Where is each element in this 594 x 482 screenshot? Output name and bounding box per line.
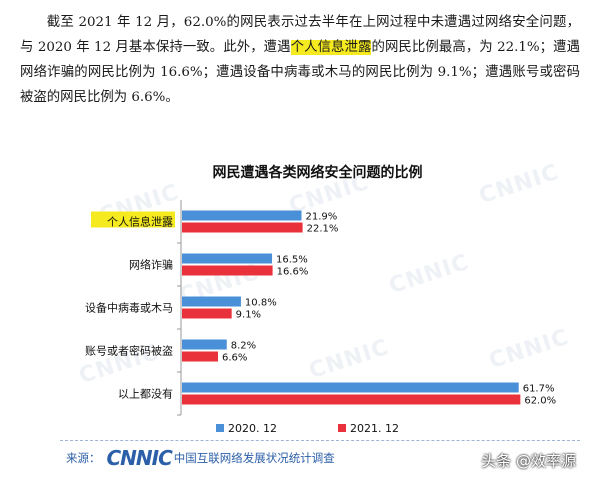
bar-2020 [182,339,227,350]
bar-2021 [182,308,232,319]
bar-2020 [182,296,241,307]
source-line: 来源： CNNIC 中国互联网络发展状况统计调查 [66,446,335,470]
legend-swatch [338,424,346,432]
bar-2020 [182,253,273,264]
category-label: 账号或者密码被盗 [85,344,173,358]
chart-container: CNNIC CNNIC CNNIC CNNIC CNNIC CNNIC CNNI… [58,152,577,450]
data-label: 62.0% [524,396,556,407]
data-label: 9.1% [236,310,261,321]
cnnic-logo: CNNIC [106,446,173,470]
bar-2020 [182,382,519,393]
category-label: 设备中病毒或木马 [85,301,173,315]
category-label: 网络诈骗 [129,258,173,272]
source-label: 来源： [66,451,101,465]
legend-swatch [216,424,224,432]
category-label: 个人信息泄露 [107,215,173,229]
category-label: 以上都没有 [118,387,173,401]
data-label: 8.2% [231,341,256,352]
bar-2021 [182,222,303,233]
legend-label: 2020. 12 [228,422,277,435]
data-label: 22.1% [307,224,339,235]
bar-2021 [182,394,521,405]
paragraph-part1: 截至 2021 年 12 月，62.0%的网民表示过去半年在上网过程中未遭遇过网… [20,15,580,55]
bar-2021 [182,265,273,276]
bar-2020 [182,210,302,221]
bar-chart: 个人信息泄露 21.9%22.1% 网络诈骗 16.5%16.6% 设备中病毒或木马 10… [85,200,556,435]
source-text: 中国互联网络发展状况统计调查 [173,451,335,465]
category-highlight [91,211,175,228]
footer-divider [60,440,580,441]
data-label: 16.6% [277,267,309,278]
data-label: 16.5% [276,255,308,266]
data-label: 61.7% [523,384,555,395]
chart-title: 网民遭遇各类网络安全问题的比例 [212,165,423,181]
data-label: 21.9% [306,212,338,223]
legend-label: 2021. 12 [350,422,399,435]
paragraph-part2: 的网民比例最高，为 22.1%；遭遇网络诈骗的网民比例为 16.6%；遭遇设备中… [20,40,580,105]
data-label: 6.6% [222,353,247,364]
paragraph-highlight: 个人信息泄露 [290,40,372,55]
data-label: 10.8% [245,298,277,309]
body-paragraph: 截至 2021 年 12 月，62.0%的网民表示过去半年在上网过程中未遭遇过网… [20,10,580,110]
bar-2021 [182,351,219,362]
toutiao-watermark: 头条 @效率源 [481,452,576,470]
